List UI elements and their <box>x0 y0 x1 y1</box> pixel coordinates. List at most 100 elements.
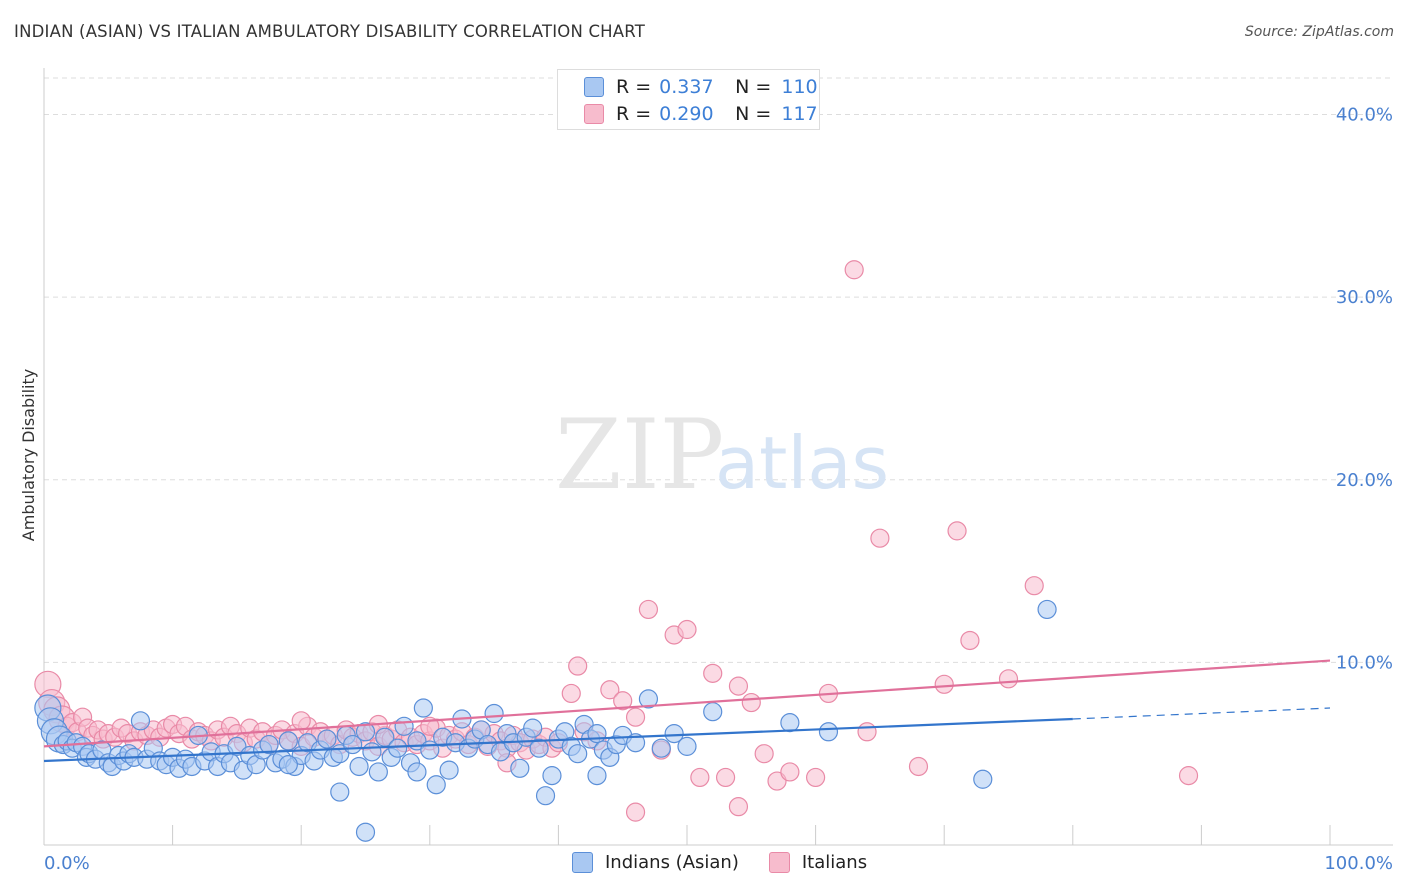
legend-n-value: 117 <box>781 103 818 125</box>
x-tick-label-min: 0.0% <box>44 853 90 874</box>
point-italians <box>908 756 929 777</box>
x-tick-label-max: 100.0% <box>1324 853 1393 874</box>
point-italians <box>947 521 967 541</box>
point-indians-asian <box>973 769 993 789</box>
point-italians <box>715 767 736 788</box>
legend-swatch-blue <box>572 852 593 873</box>
trend-line-indians-asian <box>43 717 1073 763</box>
point-indians-asian <box>349 756 369 777</box>
point-italians <box>805 767 826 788</box>
point-indians-asian <box>130 711 151 731</box>
legend-n-label: N = <box>735 76 772 98</box>
point-italians <box>677 619 697 640</box>
watermark: ZIP atlas <box>555 399 889 511</box>
point-indians-asian <box>388 738 408 758</box>
point-italians <box>561 683 581 704</box>
point-indians-asian <box>278 755 298 775</box>
legend-item-label: Italians <box>801 852 868 873</box>
y-tick-label: 10.0% <box>1336 652 1393 673</box>
legend-n-label: N = <box>735 103 772 125</box>
y-tick-label: 30.0% <box>1336 287 1393 308</box>
point-indians-asian <box>368 762 388 782</box>
point-indians-asian <box>568 744 588 764</box>
point-indians-asian <box>278 731 298 751</box>
point-italians <box>613 691 633 711</box>
point-indians-asian <box>625 733 646 753</box>
y-tick-label: 20.0% <box>1336 470 1393 491</box>
point-indians-asian <box>542 766 562 786</box>
point-indians-asian <box>510 758 530 778</box>
point-indians-asian <box>355 722 376 742</box>
y-axis-label: Ambulatory Disability <box>19 369 38 541</box>
point-indians-asian <box>664 724 684 744</box>
point-indians-asian <box>355 822 376 842</box>
source-label: Source: ZipAtlas.com <box>1244 24 1394 40</box>
point-indians-asian <box>1037 599 1057 620</box>
tick-labels: 10.0% 20.0% 30.0% 40.0% 0.0% 100.0% <box>44 105 1393 874</box>
point-italians <box>870 528 890 548</box>
y-tick-label: 40.0% <box>1336 105 1393 126</box>
point-indians-asian <box>407 762 427 782</box>
point-indians-asian <box>413 698 433 718</box>
point-indians-asian <box>330 782 350 802</box>
trend-line-indians-asian-extension <box>1072 707 1331 720</box>
point-indians-asian <box>439 760 459 780</box>
point-indians-asian <box>677 736 697 756</box>
legend-item-indians[interactable]: Indians (Asian) <box>572 852 739 873</box>
point-indians-asian <box>703 702 723 722</box>
point-italians <box>728 676 749 696</box>
legend-n-value: 110 <box>781 76 818 98</box>
legend-r-value: 0.337 <box>659 76 714 98</box>
point-italians <box>703 663 723 683</box>
legend-item-italians[interactable]: Italians <box>768 852 868 873</box>
point-italians <box>1024 576 1044 596</box>
point-italians <box>857 722 877 742</box>
watermark-zip: ZIP <box>555 399 724 511</box>
point-italians <box>1178 766 1199 786</box>
point-italians <box>690 767 710 788</box>
point-indians-asian <box>426 775 446 795</box>
point-indians-asian <box>529 738 549 758</box>
point-italians <box>741 692 761 713</box>
point-indians-asian <box>587 766 607 786</box>
legend-row-indians: R = 0.337 N = 110 <box>584 74 818 100</box>
point-indians-asian <box>484 703 504 724</box>
series-legend: Indians (Asian) Italians <box>572 852 897 873</box>
legend-r-label: R = <box>616 76 652 98</box>
point-indians-asian <box>523 718 543 738</box>
point-indians-asian <box>818 722 839 742</box>
point-indians-asian <box>394 716 414 736</box>
point-indians-asian <box>259 734 279 755</box>
point-indians-asian <box>638 689 659 709</box>
point-italians <box>600 680 620 700</box>
point-indians-asian <box>317 729 337 749</box>
point-italians <box>844 260 864 280</box>
point-italians <box>728 797 749 817</box>
point-italians <box>934 674 954 694</box>
chart-title: INDIAN (ASIAN) VS ITALIAN AMBULATORY DIS… <box>14 22 646 41</box>
point-indians-asian <box>535 786 556 806</box>
trend-lines <box>43 659 1331 763</box>
legend-r-value: 0.290 <box>659 103 714 125</box>
legend-swatch-blue <box>584 77 604 97</box>
gridlines <box>44 77 1393 663</box>
point-italians <box>291 711 311 731</box>
point-indians-asian <box>362 742 382 762</box>
point-italians <box>780 762 800 782</box>
trend-line-italians <box>43 659 1331 748</box>
legend-r-label: R = <box>616 103 652 125</box>
point-italians <box>568 656 588 676</box>
point-italians <box>754 744 774 764</box>
point-italians <box>625 707 646 727</box>
point-indians-asian <box>780 713 800 733</box>
correlation-legend: R = 0.337 N = 110 R = 0.290 N = 117 <box>557 69 820 130</box>
legend-swatch-pink <box>584 104 604 124</box>
point-italians <box>960 630 980 651</box>
point-italians <box>998 669 1019 689</box>
point-indians-asian <box>587 724 607 744</box>
point-italians <box>638 599 659 620</box>
point-indians-asian <box>651 738 671 758</box>
watermark-atlas: atlas <box>715 421 889 505</box>
legend-item-label: Indians (Asian) <box>605 852 739 873</box>
